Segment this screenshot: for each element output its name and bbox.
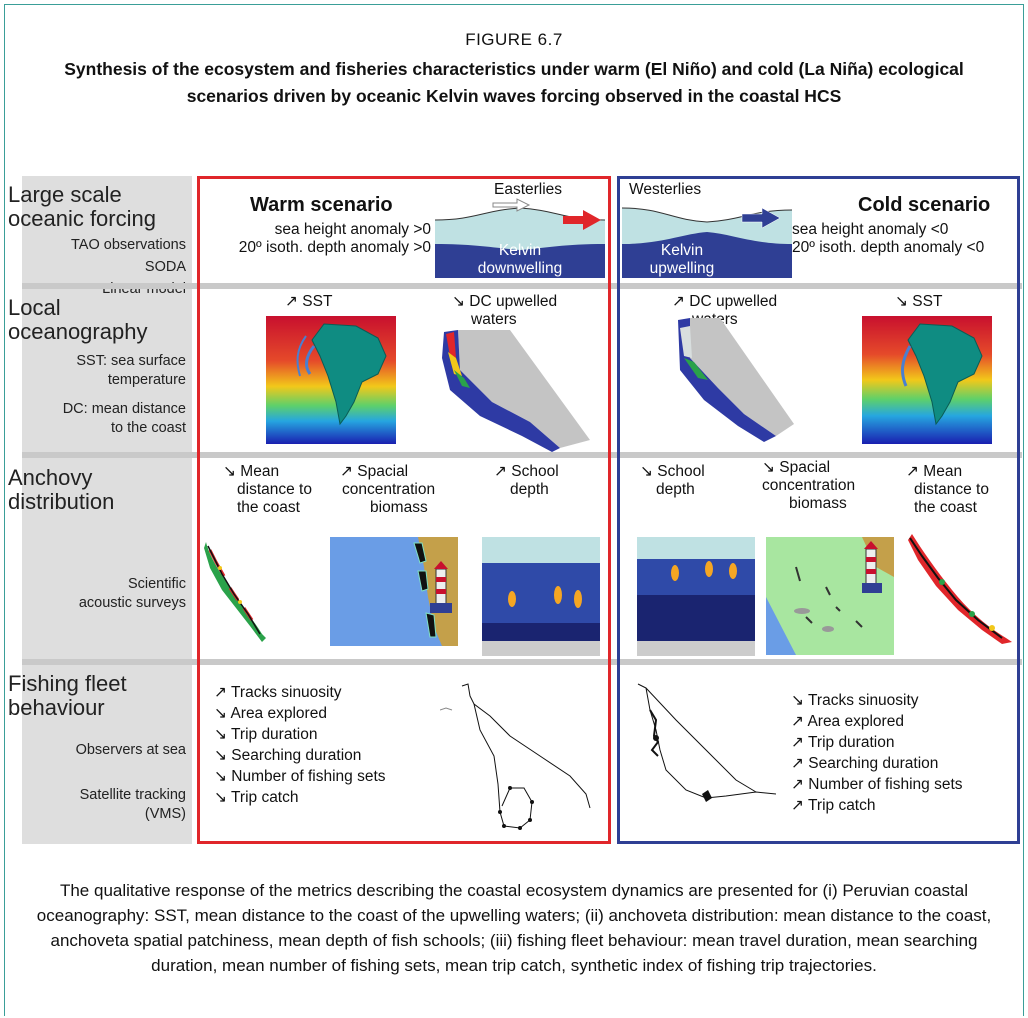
figure-caption: The qualitative response of the metrics …: [36, 881, 992, 975]
cold-fleet-track: [637, 683, 776, 802]
row-forcing-title1: Large scale: [8, 182, 122, 207]
warm-fleet-item-2: ↘ Area explored: [214, 705, 327, 722]
warm-dc-label1: ↘ DC upwelled: [452, 293, 558, 310]
warm-scenario-title: Warm scenario: [250, 194, 393, 216]
cold-fleet-item-5: ↗ Number of fishing sets: [791, 776, 963, 793]
cold-dc-map: [678, 318, 794, 442]
cold-school-label2: depth: [656, 481, 695, 498]
cold-mean-label1: ↗ Mean: [906, 463, 963, 480]
warm-school-label1: ↗ School: [494, 463, 559, 480]
warm-spac-label1: ↗ Spacial: [340, 463, 409, 480]
warm-dc-map: [442, 330, 590, 452]
warm-fleet-track: [440, 683, 591, 830]
cold-kelvin-label1: Kelvin: [660, 242, 704, 259]
cold-mean-label2: distance to: [914, 481, 989, 498]
warm-dc-label2: waters: [471, 311, 517, 328]
warm-sst-label: ↗ SST: [285, 293, 333, 310]
row-ocean-title1: Local: [8, 295, 61, 320]
warm-fleet-item-1: ↗ Tracks sinuosity: [214, 684, 342, 701]
easterlies-arrow-icon: [492, 198, 531, 212]
row-anchovy-sub2: acoustic surveys: [78, 595, 186, 611]
warm-kelvin-diagram: [435, 198, 605, 278]
cold-wind-label: Westerlies: [629, 181, 702, 198]
lighthouse-icon: [862, 541, 882, 593]
row-ocean-sub2: temperature: [107, 372, 186, 388]
row-ocean-title2: oceanography: [8, 319, 148, 344]
row-ocean-sub4: to the coast: [111, 420, 186, 436]
row-forcing-title2: oceanic forcing: [8, 206, 156, 231]
cold-sst-map: [862, 316, 992, 444]
cold-fleet-item-1: ↘ Tracks sinuosity: [791, 692, 919, 709]
row-fleet-sub3: (VMS): [144, 806, 186, 822]
figure-label: FIGURE 6.7: [465, 30, 563, 49]
cold-fleet-item-3: ↗ Trip duration: [791, 734, 895, 751]
cold-mean-label3: the coast: [914, 499, 977, 516]
warm-scenario-box: [197, 176, 611, 844]
cold-school-depth-panel: [637, 537, 755, 656]
warm-fleet-item-5: ↘ Number of fishing sets: [214, 768, 386, 785]
warm-school-label2: depth: [510, 481, 549, 498]
row-anchovy-title2: distribution: [8, 489, 115, 514]
warm-anchovy-map: [204, 542, 266, 642]
cold-anomaly-2: 20º isoth. depth anomaly <0: [792, 239, 985, 256]
warm-kelvin-label2: downwelling: [477, 260, 563, 277]
warm-wind-label: Easterlies: [494, 181, 563, 198]
figure-frame: [4, 4, 1024, 1016]
warm-mean-label2: distance to: [237, 481, 312, 498]
cold-spac-label1: ↘ Spacial: [762, 459, 831, 476]
row-fleet-title1: Fishing fleet: [8, 671, 127, 696]
warm-kelvin-label1: Kelvin: [498, 242, 542, 259]
row-separator: [22, 452, 1022, 458]
warm-fleet-item-6: ↘ Trip catch: [214, 789, 299, 806]
warm-concentration-panel: [330, 537, 458, 646]
row-forcing-sub2: SODA: [144, 259, 186, 275]
cold-concentration-panel: [766, 537, 894, 655]
warm-sst-map: [266, 316, 396, 444]
warm-mean-label3: the coast: [237, 499, 300, 516]
cold-fleet-item-6: ↗ Trip catch: [791, 797, 876, 814]
warm-spac-label2: concentration: [342, 481, 436, 498]
cold-kelvin-diagram: [622, 198, 792, 278]
cold-school-label1: ↘ School: [640, 463, 705, 480]
row-fleet-sub1: Observers at sea: [75, 742, 186, 758]
row-ocean-sub3: DC: mean distance: [62, 401, 186, 417]
cold-fleet-item-4: ↗ Searching duration: [791, 755, 939, 772]
row-anchovy-title1: Anchovy: [8, 465, 93, 490]
row-fleet-title2: behaviour: [8, 695, 105, 720]
lighthouse-icon: [430, 561, 452, 613]
warm-fleet-item-3: ↘ Trip duration: [214, 726, 318, 743]
cold-sst-label: ↘ SST: [895, 293, 943, 310]
row-ocean-sub1: SST: sea surface: [76, 353, 186, 369]
cold-spac-label3: biomass: [789, 495, 847, 512]
cold-anchovy-map: [908, 534, 1012, 644]
warm-spac-label3: biomass: [370, 499, 428, 516]
row-forcing-sub1: TAO observations: [71, 237, 186, 253]
cold-anomaly-1: sea height anomaly <0: [792, 221, 949, 238]
warm-fleet-item-4: ↘ Searching duration: [214, 747, 362, 764]
cold-scenario-box: [617, 176, 1020, 844]
row-separator: [22, 283, 1022, 289]
warm-anomaly-1: sea height anomaly >0: [274, 221, 431, 238]
cold-kelvin-label2: upwelling: [649, 260, 715, 277]
warm-anomaly-2: 20º isoth. depth anomaly >0: [238, 239, 431, 256]
warm-mean-label1: ↘ Mean: [223, 463, 280, 480]
row-fleet-sub2: Satellite tracking: [79, 787, 186, 803]
row-separator: [22, 659, 1022, 665]
cold-scenario-title: Cold scenario: [858, 194, 991, 216]
figure-title: Synthesis of the ecosystem and fisheries…: [64, 59, 964, 106]
row-anchovy-sub1: Scientific: [127, 576, 186, 592]
cold-dc-label1: ↗ DC upwelled: [672, 293, 778, 310]
warm-school-depth-panel: [482, 537, 600, 656]
cold-spac-label2: concentration: [762, 477, 856, 494]
cold-fleet-item-2: ↗ Area explored: [791, 713, 904, 730]
